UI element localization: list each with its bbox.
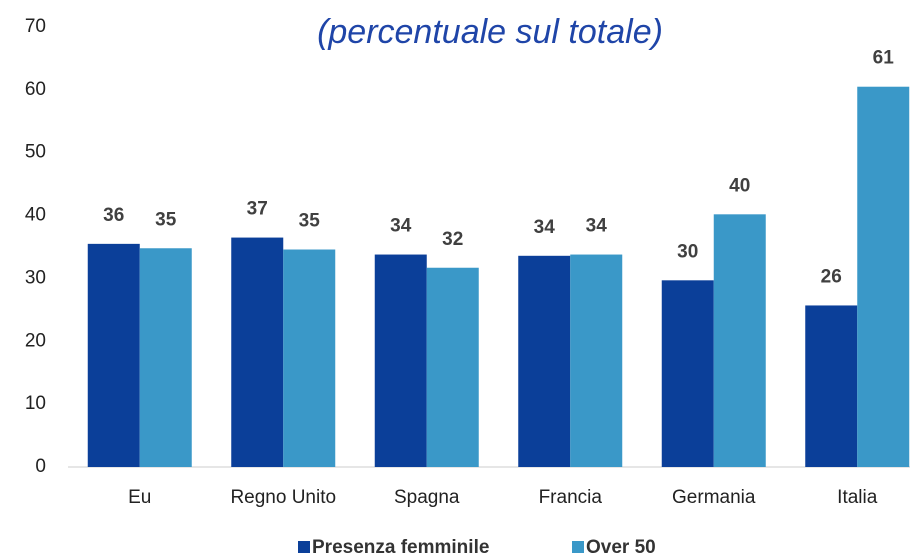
value-label: 32 [442, 229, 463, 250]
y-tick-label: 70 [25, 16, 46, 37]
bar [231, 237, 284, 467]
value-label: 34 [586, 216, 608, 237]
legend-label: Presenza femminile [312, 537, 489, 557]
y-tick-label: 30 [25, 267, 46, 288]
bar [805, 305, 858, 467]
x-tick-label: Spagna [394, 487, 460, 508]
x-tick-label: Francia [539, 487, 603, 508]
y-tick-label: 0 [35, 456, 46, 477]
value-label: 30 [677, 241, 698, 262]
x-tick-label: Eu [128, 487, 151, 508]
y-tick-label: 60 [25, 79, 46, 100]
y-tick-label: 40 [25, 205, 46, 226]
x-tick-label: Italia [837, 487, 878, 508]
value-label: 26 [821, 266, 842, 287]
bar [87, 243, 140, 467]
value-label: 35 [155, 209, 177, 230]
value-label: 34 [390, 216, 412, 237]
value-label: 61 [873, 48, 895, 69]
value-label: 37 [247, 199, 268, 220]
y-tick-label: 20 [25, 330, 46, 351]
bar [139, 248, 192, 467]
bar [374, 254, 427, 467]
legend-label: Over 50 [586, 537, 656, 557]
value-label: 40 [729, 175, 750, 196]
y-tick-label: 10 [25, 393, 46, 414]
value-label: 34 [534, 217, 556, 238]
x-tick-label: Germania [672, 487, 756, 508]
bar [570, 254, 623, 467]
value-label: 35 [299, 211, 321, 232]
chart-title: (percentuale sul totale) [317, 13, 663, 51]
x-tick-label: Regno Unito [230, 487, 336, 508]
bar [713, 214, 766, 467]
value-label: 36 [103, 205, 124, 226]
bar [283, 249, 336, 467]
bar [518, 255, 571, 467]
legend-swatch [298, 541, 310, 553]
bar [661, 280, 714, 467]
bar [857, 86, 910, 467]
legend-swatch [572, 541, 584, 553]
y-tick-label: 50 [25, 142, 46, 163]
bar [426, 267, 479, 467]
